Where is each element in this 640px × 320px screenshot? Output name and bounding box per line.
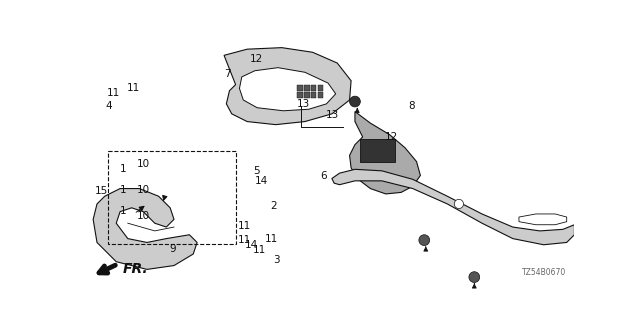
Text: 1: 1: [120, 164, 127, 174]
Text: 4: 4: [106, 101, 112, 111]
Circle shape: [419, 235, 429, 245]
Text: 13: 13: [326, 110, 340, 120]
Text: 7: 7: [223, 69, 230, 79]
Polygon shape: [224, 48, 351, 124]
Text: 12: 12: [250, 54, 263, 64]
Text: 10: 10: [136, 211, 150, 221]
Text: 11: 11: [237, 236, 251, 245]
Bar: [108, 150, 236, 244]
Bar: [311, 92, 316, 99]
Text: 11: 11: [237, 221, 251, 231]
Text: 5: 5: [253, 166, 260, 176]
Text: 11: 11: [127, 83, 140, 93]
Text: 9: 9: [170, 244, 176, 254]
Text: 13: 13: [297, 99, 310, 109]
Text: 10: 10: [136, 159, 150, 169]
Bar: [304, 92, 310, 99]
Bar: [311, 84, 316, 91]
Bar: [318, 92, 323, 99]
Bar: [297, 92, 303, 99]
Text: 14: 14: [245, 240, 259, 250]
Text: 11: 11: [265, 234, 278, 244]
Circle shape: [469, 272, 480, 283]
Circle shape: [454, 199, 463, 209]
Text: 12: 12: [385, 132, 397, 142]
Text: 6: 6: [320, 172, 326, 181]
Text: 1: 1: [120, 185, 127, 195]
Polygon shape: [349, 112, 420, 194]
Bar: [297, 84, 303, 91]
Text: 1: 1: [120, 206, 127, 216]
Circle shape: [349, 96, 360, 107]
Text: 15: 15: [95, 186, 108, 196]
Text: 8: 8: [408, 101, 415, 111]
Polygon shape: [519, 214, 566, 225]
Bar: [318, 84, 323, 91]
Text: 2: 2: [271, 201, 277, 211]
Text: 14: 14: [255, 176, 268, 186]
Text: 3: 3: [273, 255, 280, 265]
Bar: [360, 139, 395, 162]
Text: FR.: FR.: [122, 262, 148, 276]
Bar: [304, 84, 310, 91]
Text: 10: 10: [136, 185, 150, 195]
Polygon shape: [239, 68, 336, 111]
Text: 11: 11: [252, 245, 266, 255]
Text: TZ54B0670: TZ54B0670: [522, 268, 566, 277]
Polygon shape: [93, 188, 197, 269]
Polygon shape: [332, 169, 575, 245]
Text: 11: 11: [107, 88, 120, 98]
